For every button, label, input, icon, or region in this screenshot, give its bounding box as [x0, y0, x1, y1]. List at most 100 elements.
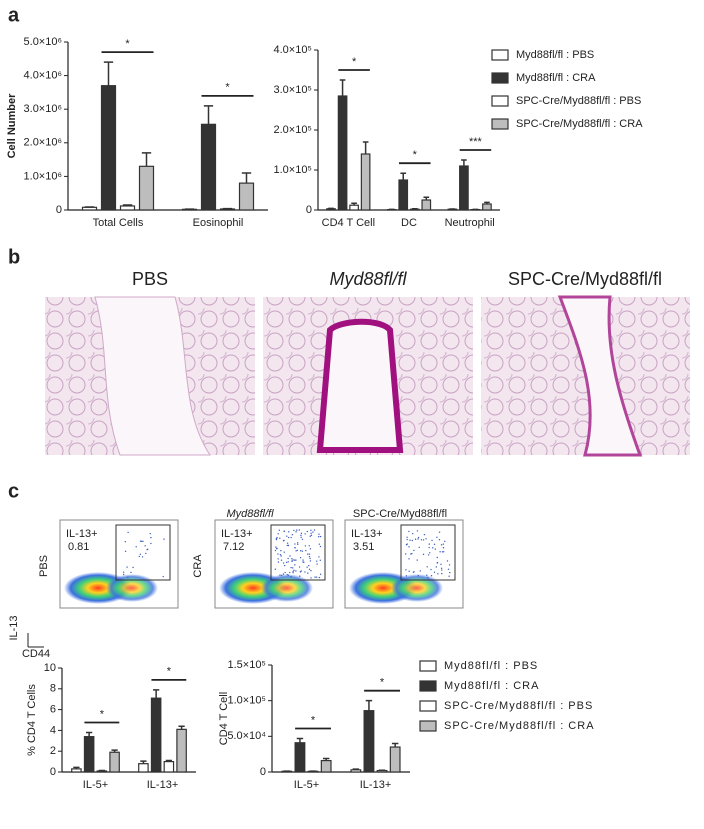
flow-event: [310, 533, 311, 534]
flow-gate-value: 3.51: [353, 541, 374, 553]
flow-axes-key: IL-13 CD44: [8, 615, 50, 659]
x-tick-label: DC: [401, 217, 417, 229]
flow-event: [288, 531, 289, 532]
flow-event: [288, 575, 289, 576]
y-axis-label: Cell Number: [6, 93, 18, 159]
flow-event: [320, 560, 321, 561]
legend-swatch: [420, 661, 436, 671]
flow-y-axis: IL-13: [8, 615, 20, 640]
flow-event: [302, 539, 303, 540]
flow-event: [320, 536, 321, 537]
flow-event: [436, 566, 437, 567]
error-bar: [86, 732, 92, 736]
significance-label: ***: [469, 136, 483, 148]
flow-event: [142, 556, 143, 557]
flow-event: [126, 566, 127, 567]
flow-event: [123, 574, 124, 575]
bar: [102, 86, 116, 210]
flow-event: [443, 547, 444, 548]
flow-event: [448, 576, 449, 577]
flow-event: [436, 537, 437, 538]
error-bar: [353, 769, 359, 770]
flow-event: [421, 539, 422, 540]
legend-swatch: [420, 701, 436, 711]
error-bar: [340, 80, 346, 96]
bar: [177, 729, 186, 772]
flow-event: [314, 529, 315, 530]
flow-event: [437, 557, 438, 558]
flow-event: [441, 544, 442, 545]
flow-event: [437, 562, 438, 563]
y-tick-label: 4: [50, 724, 56, 736]
legend-label: Myd88fl/fl : CRA: [444, 680, 539, 692]
flow-event: [290, 567, 291, 568]
flow-event: [127, 532, 128, 533]
y-tick-label: 5.0×10⁶: [24, 36, 62, 48]
flow-event: [145, 553, 146, 554]
flow-event: [295, 550, 296, 551]
bar: [139, 764, 148, 772]
error-bar: [204, 106, 213, 124]
flow-event: [276, 548, 277, 549]
flow-event: [299, 529, 300, 530]
legend-label: Myd88fl/fl : PBS: [516, 49, 594, 61]
flow-event: [141, 541, 142, 542]
flow-event: [290, 537, 291, 538]
flow-event: [415, 539, 416, 540]
legend-label: SPC-Cre/Myd88fl/fl : PBS: [516, 95, 641, 107]
flow-event: [420, 570, 421, 571]
legend-swatch: [492, 96, 508, 106]
flow-event: [435, 548, 436, 549]
flow-event: [309, 569, 310, 570]
flow-event: [125, 541, 126, 542]
flow-event: [427, 566, 428, 567]
bar: [460, 166, 468, 210]
legend-swatch: [492, 119, 508, 129]
flow-event: [291, 560, 292, 561]
flow-event: [320, 574, 321, 575]
flow-event: [276, 537, 277, 538]
flow-event: [440, 564, 441, 565]
error-bar: [400, 173, 406, 180]
y-tick-label: 0: [306, 204, 312, 216]
flow-event: [275, 546, 276, 547]
flow-event: [318, 556, 319, 557]
flow-event: [292, 559, 293, 560]
bar: [364, 711, 374, 772]
flow-row-label: CRA: [192, 554, 204, 578]
flow-event: [288, 537, 289, 538]
flow-event: [296, 529, 297, 530]
flow-event: [302, 561, 303, 562]
bar: [422, 200, 430, 210]
error-bar: [242, 173, 251, 183]
histology-image: [481, 297, 690, 455]
panel-label: c: [8, 480, 19, 502]
flow-event: [150, 537, 151, 538]
flow-event: [280, 550, 281, 551]
flow-event: [147, 549, 148, 550]
flow-event: [139, 556, 140, 557]
histology-title: PBS: [132, 269, 168, 289]
legend-swatch: [492, 50, 508, 60]
flow-event: [288, 561, 289, 562]
flow-event: [408, 546, 409, 547]
y-tick-label: 1.0×10⁵: [273, 164, 312, 176]
flow-event: [294, 543, 295, 544]
legend-label: SPC-Cre/Myd88fl/fl : CRA: [516, 118, 643, 130]
y-axis-label: % CD4 T Cells: [26, 684, 38, 756]
flow-event: [308, 565, 309, 566]
significance-label: *: [167, 666, 172, 678]
flow-event: [275, 550, 276, 551]
flow-event: [150, 533, 151, 534]
flow-event: [413, 571, 414, 572]
panel-label: b: [8, 246, 20, 268]
flow-event: [289, 572, 290, 573]
y-tick-label: 10: [44, 662, 56, 674]
flow-event: [419, 547, 420, 548]
flow-event: [408, 571, 409, 572]
flow-event: [424, 534, 425, 535]
flow-event: [439, 551, 440, 552]
flow-event: [448, 569, 449, 570]
flow-event: [292, 572, 293, 573]
